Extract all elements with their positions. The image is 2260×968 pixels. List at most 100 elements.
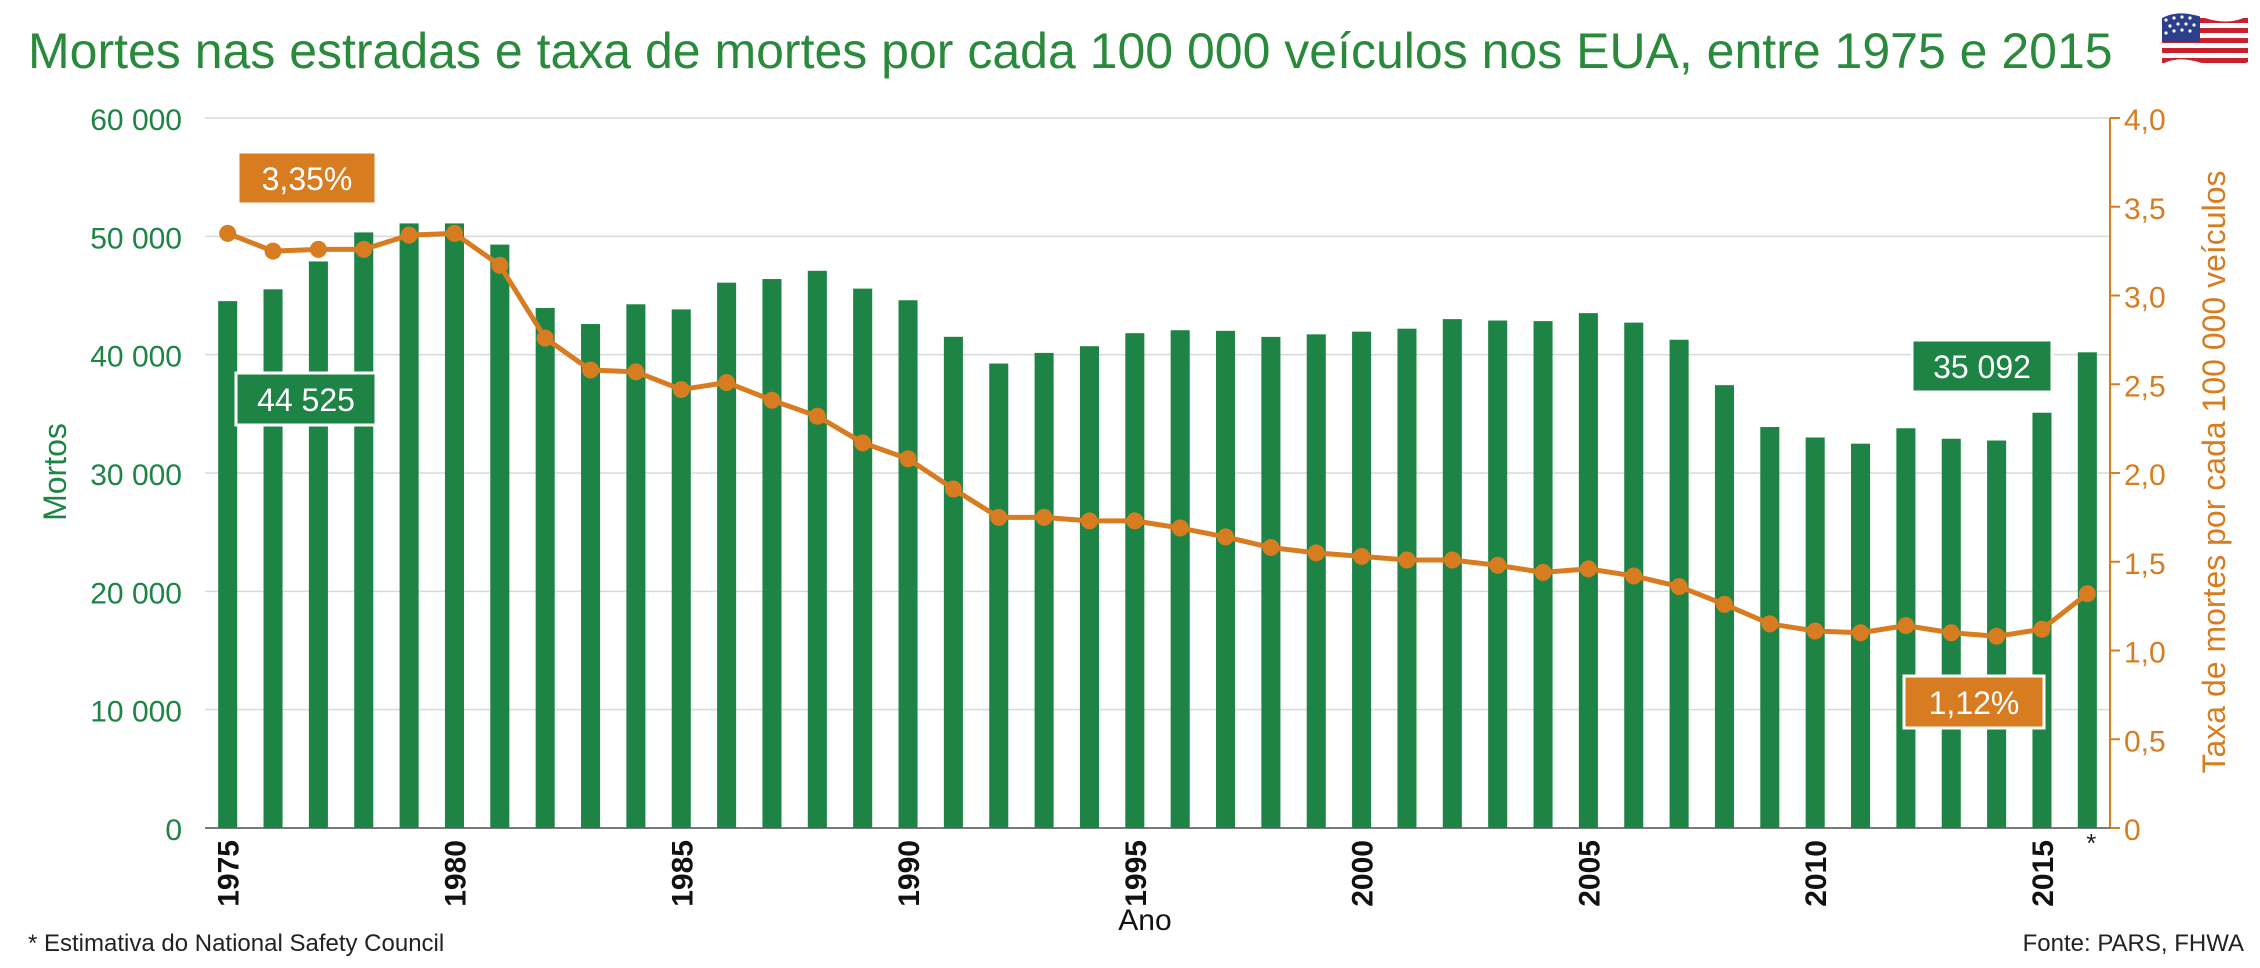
bar <box>626 304 646 828</box>
rate-point <box>1489 556 1507 574</box>
rate-point <box>582 361 600 379</box>
bar <box>218 301 238 828</box>
bar <box>717 282 737 828</box>
bar <box>1125 333 1145 828</box>
rate-point <box>1534 563 1552 581</box>
rate-point <box>899 450 917 468</box>
bar <box>1261 336 1281 828</box>
bar <box>308 261 328 828</box>
rate-point <box>1262 539 1280 557</box>
rate-point <box>672 381 690 399</box>
source-credit: Fonte: PARS, FHWA <box>2022 930 2244 957</box>
annotations: 3,35% 44 525 35 092 1,12% <box>234 150 2054 730</box>
x-tick-label: 1990 <box>893 840 926 907</box>
rate-point <box>445 224 463 242</box>
rate-point <box>1625 567 1643 585</box>
rate-point <box>1217 528 1235 546</box>
footnote: * Estimativa do National Safety Council <box>28 930 445 957</box>
right-tick-label: 1,5 <box>2124 548 2166 581</box>
rate-point <box>400 226 418 244</box>
rate-point <box>2078 585 2096 603</box>
rate-point <box>1126 512 1144 530</box>
bar <box>989 363 1009 828</box>
x-tick-label: 1985 <box>666 840 699 907</box>
right-tick-label: 0 <box>2124 814 2141 847</box>
annotation-label: 3,35% <box>236 150 378 206</box>
bar <box>1442 319 1462 828</box>
rate-point <box>1035 508 1053 526</box>
bar <box>1397 328 1417 828</box>
left-tick-label: 50 000 <box>90 222 182 255</box>
left-axis-title: Mortos <box>37 423 73 521</box>
rate-point <box>1988 627 2006 645</box>
rate-point <box>1897 617 1915 635</box>
left-tick-label: 30 000 <box>90 459 182 492</box>
bar <box>263 289 283 828</box>
annotation-label: 1,12% <box>1902 674 2046 730</box>
us-flag-icon <box>2162 13 2248 68</box>
left-tick-label: 0 <box>165 814 182 847</box>
right-tick-label: 1,0 <box>2124 637 2166 670</box>
x-tick-label: 1975 <box>213 840 246 907</box>
bar <box>399 223 419 828</box>
rate-point <box>1806 622 1824 640</box>
rate-point <box>2033 620 2051 638</box>
bar <box>1170 330 1190 828</box>
annotation-label: 44 525 <box>234 371 378 427</box>
left-tick-label: 40 000 <box>90 341 182 374</box>
rate-point <box>627 363 645 381</box>
chart-title: Mortes nas estradas e taxa de mortes por… <box>28 23 2113 79</box>
right-tick-label: 3,0 <box>2124 282 2166 315</box>
right-tick-label: 2,5 <box>2124 370 2166 403</box>
rate-point <box>1715 595 1733 613</box>
annotation-label: 35 092 <box>1910 338 2054 394</box>
bar <box>898 300 918 828</box>
rate-point <box>763 391 781 409</box>
bar <box>807 270 827 828</box>
rate-point <box>1942 624 1960 642</box>
rate-point <box>1761 615 1779 633</box>
rate-point <box>808 407 826 425</box>
right-tick-label: 0,5 <box>2124 725 2166 758</box>
right-axis-title: Taxa de mortes por cada 100 000 veículos <box>2196 170 2232 773</box>
rate-point <box>1443 551 1461 569</box>
rate-point <box>944 480 962 498</box>
x-axis-title: Ano <box>1118 904 1171 937</box>
rate-point <box>1579 560 1597 578</box>
rate-line-series <box>219 224 2096 645</box>
rate-point <box>491 256 509 274</box>
rate-point <box>854 434 872 452</box>
bar <box>490 244 510 828</box>
rate-point <box>355 240 373 258</box>
annotation-box <box>236 150 378 206</box>
annotation-box <box>234 371 378 427</box>
bar <box>1216 330 1236 828</box>
x-tick-label: 2015 <box>2027 840 2060 907</box>
annotation-box <box>1910 338 2054 394</box>
x-tick-label: 2000 <box>1347 840 1380 907</box>
bar <box>1306 334 1326 828</box>
rate-point <box>1398 551 1416 569</box>
rate-point <box>718 373 736 391</box>
rate-point <box>1307 544 1325 562</box>
x-tick-label: 1980 <box>439 840 472 907</box>
annotation-text: 44 525 <box>257 382 355 418</box>
x-tick-label: 2010 <box>1800 840 1833 907</box>
bar <box>1079 346 1099 828</box>
left-tick-label: 60 000 <box>90 104 182 137</box>
rate-point <box>1670 578 1688 596</box>
rate-point <box>264 242 282 260</box>
x-tick-label: 1995 <box>1120 840 1153 907</box>
bar <box>2032 412 2052 828</box>
rate-point <box>1171 519 1189 537</box>
left-tick-label: 10 000 <box>90 696 182 729</box>
bar <box>354 232 374 828</box>
right-tick-label: 2,0 <box>2124 459 2166 492</box>
bar <box>943 336 963 828</box>
bar <box>535 307 555 829</box>
rate-point <box>1353 547 1371 565</box>
rate-point <box>1080 512 1098 530</box>
gridlines <box>205 117 2110 829</box>
left-tick-label: 20 000 <box>90 577 182 610</box>
